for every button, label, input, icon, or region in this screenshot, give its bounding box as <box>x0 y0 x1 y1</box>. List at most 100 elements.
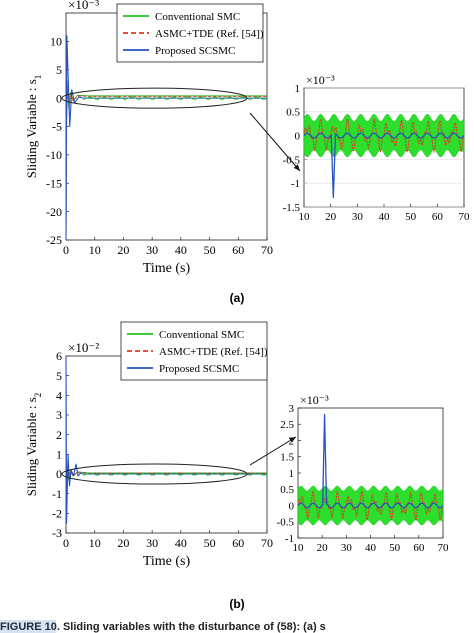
b-main-series-proposed-scsmc <box>65 357 267 524</box>
a-main-xtick-label: 50 <box>204 243 216 257</box>
b-inset-xtick-label: 20 <box>317 542 329 554</box>
a-main-series-group <box>61 35 268 241</box>
b-main-ytick-label: 2 <box>56 428 62 442</box>
caption-label-highlight <box>0 620 56 633</box>
b-inset-ytick-label: -1 <box>285 533 294 545</box>
a-main-xtick-label: 20 <box>117 243 129 257</box>
a-main-xtick-label: 70 <box>261 243 273 257</box>
a-main-series-proposed-scsmc <box>65 35 267 241</box>
b-inset-ytick-label: 2.5 <box>280 419 294 431</box>
a-main-ytick-label: 0 <box>56 91 62 105</box>
panel-a-label: (a) <box>230 291 245 305</box>
a-inset-series-proposed-scsmc <box>303 132 465 199</box>
a-main-ytick-label: -10 <box>46 148 62 162</box>
a-main-zoom-ellipse <box>61 87 248 109</box>
a-inset-ytick-label: -0.5 <box>283 154 301 166</box>
a-main-xlabel: Time (s) <box>143 261 191 276</box>
b-main-xtick-label: 40 <box>175 536 187 550</box>
a-main-ytick-label: -15 <box>46 176 62 190</box>
b-main-axes: 0 10 20 30 40 50 60 70 -3 -2 -1 0 1 2 3 4 5 6 ×10⁻² Time (s… <box>24 340 273 569</box>
b-main-xlabel: Time (s) <box>143 554 191 569</box>
a-inset-ytick-label: -1.5 <box>283 202 301 214</box>
a-main-xtick-label: 30 <box>146 243 158 257</box>
b-inset-ytick-label: 3 <box>289 403 295 415</box>
zoom-arrow-a <box>249 112 301 172</box>
b-inset-ytick-label: 0.5 <box>280 484 294 496</box>
b-inset-xtick-label: 70 <box>438 542 450 554</box>
a-main-steady-chatter <box>83 96 268 100</box>
figure-caption: FIGURE 10. Sliding variables with the di… <box>0 621 326 633</box>
b-inset-xtick-label: 10 <box>293 542 305 554</box>
a-main-ytick-label: -5 <box>52 120 62 134</box>
b-main-ylabel-subscript: 2 <box>33 393 43 398</box>
b-main-ytick-label: 0 <box>56 467 62 481</box>
b-main-xtick-label: 10 <box>89 536 101 550</box>
a-main-legend: Conventional SMC ASMC+TDE (Ref. [54]) Prop… <box>116 3 264 63</box>
b-main-ytick-label: 3 <box>56 408 62 422</box>
zoom-arrow-b-line <box>249 436 297 466</box>
b-inset-xtick-label: 60 <box>413 542 425 554</box>
a-inset-ytick-label: 0 <box>295 130 301 142</box>
a-inset-xtick-label: 60 <box>432 211 444 223</box>
zoom-arrow-b <box>249 436 297 466</box>
a-inset-ytick-label: 0.5 <box>286 107 300 119</box>
a-inset-xtick-label: 40 <box>379 211 391 223</box>
b-inset-series-group <box>297 413 444 526</box>
b-inset-exponent: ×10⁻³ <box>300 393 329 407</box>
b-main-xtick-label: 0 <box>63 536 69 550</box>
a-main-xtick-label: 0 <box>63 243 69 257</box>
a-main-xtick-label: 10 <box>89 243 101 257</box>
b-inset-ytick-label: 0 <box>289 500 295 512</box>
a-inset-ytick-label: -1 <box>291 178 300 190</box>
b-main-exponent: ×10⁻² <box>68 340 99 355</box>
a-inset-xtick-label: 30 <box>352 211 364 223</box>
a-main-xtick-label: 40 <box>175 243 187 257</box>
a-main-legend-label: ASMC+TDE (Ref. [54]) <box>155 28 264 40</box>
a-main-series-asmc-tde <box>65 86 267 235</box>
zoom-arrow-a-head <box>293 164 300 171</box>
a-main-exponent: ×10⁻³ <box>68 0 99 12</box>
a-main-ylabel: Sliding Variable : s1 <box>24 75 43 179</box>
zoom-arrow-b-head <box>289 437 296 443</box>
a-main-ytick-label: -25 <box>46 233 62 247</box>
a-main-xtick-label: 60 <box>232 243 244 257</box>
b-main-legend: Conventional SMC ASMC+TDE (Ref. [54]) Prop… <box>120 321 268 381</box>
b-inset-ytick-label: -0.5 <box>277 517 295 529</box>
zoom-arrow-a-line <box>249 112 301 172</box>
b-main-xtick-label: 50 <box>204 536 216 550</box>
a-main-ytick-label: -20 <box>46 205 62 219</box>
b-main-legend-label: ASMC+TDE (Ref. [54]) <box>159 346 268 358</box>
a-main-series-conventional-smc <box>65 80 267 241</box>
b-inset-xtick-label: 40 <box>365 542 377 554</box>
a-main-ytick-label: 10 <box>50 35 62 49</box>
b-main-zoom-ellipse <box>61 463 248 485</box>
a-inset-xtick-label: 70 <box>459 211 471 223</box>
panel-b-label: (b) <box>229 597 244 611</box>
b-main-ytick-label: -1 <box>52 487 62 501</box>
a-main-ytick-label: 5 <box>56 63 62 77</box>
a-inset-exponent: ×10⁻³ <box>306 73 335 87</box>
b-main-ytick-label: -2 <box>52 507 62 521</box>
b-inset-ytick-label: 1 <box>289 468 295 480</box>
b-inset-xtick-label: 30 <box>341 542 353 554</box>
b-main-ylabel: Sliding Variable : s2 <box>24 393 43 497</box>
a-inset-axes: 10 20 30 40 50 60 70 -1.5 -1 -0.5 0 0.5 1 ×10⁻³ <box>283 73 470 223</box>
b-main-steady-chatter <box>83 472 268 476</box>
a-main-legend-label: Proposed SCSMC <box>155 45 235 57</box>
b-main-ytick-label: 6 <box>56 349 62 363</box>
b-inset-xtick-label: 50 <box>389 542 401 554</box>
a-inset-series-group <box>303 113 465 199</box>
a-inset-ytick-label: 1 <box>295 83 301 95</box>
b-inset-series-proposed-scsmc <box>297 413 444 509</box>
a-inset-xtick-label: 50 <box>405 211 417 223</box>
b-main-ytick-label: 4 <box>56 389 62 403</box>
b-main-ytick-label: 1 <box>56 448 62 462</box>
a-main-axes: 0 10 20 30 40 50 60 70 -25 -20 -15 -10 -5 0 5 10 ×10⁻³ Ti… <box>24 0 273 276</box>
a-main-legend-label: Conventional SMC <box>155 11 240 23</box>
b-main-xtick-label: 20 <box>117 536 129 550</box>
b-main-series-group <box>61 357 268 524</box>
b-main-ytick-label: -3 <box>52 526 62 540</box>
b-main-xtick-label: 60 <box>232 536 244 550</box>
